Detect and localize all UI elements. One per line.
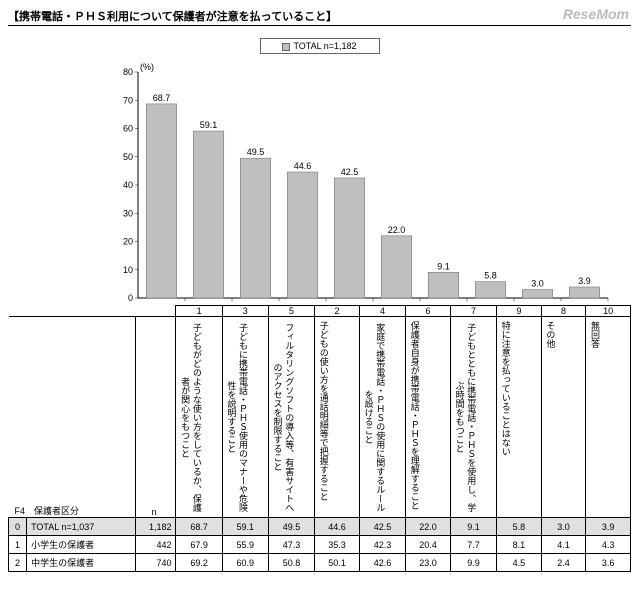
bar-value: 3.0 bbox=[531, 279, 544, 289]
col-id: 6 bbox=[406, 306, 451, 317]
col-id: 10 bbox=[586, 306, 631, 317]
svg-text:50: 50 bbox=[123, 152, 133, 162]
legend-swatch bbox=[282, 43, 290, 51]
row-n: 1,182 bbox=[136, 518, 176, 536]
n-header: n bbox=[136, 317, 176, 518]
col-label: 子どもとともに携帯電話・ＰＨＳを使用し、学ぶ時間をもつこと bbox=[450, 317, 496, 518]
cell-value: 50.1 bbox=[315, 554, 360, 572]
col-label: 子どもに携帯電話・ＰＨＳ使用のマナーや危険性を説明すること bbox=[222, 317, 268, 518]
bar-chart: (%) 0 10 20 30 40 50 60 70 80 68.7 59.1 49.5 44.6 42.5… bbox=[108, 58, 631, 306]
bar bbox=[287, 172, 318, 298]
cell-value: 20.4 bbox=[406, 536, 451, 554]
row-n: 442 bbox=[136, 536, 176, 554]
row-n: 740 bbox=[136, 554, 176, 572]
bar-value: 68.7 bbox=[153, 93, 171, 103]
page-title: 【携帯電話・ＰＨＳ利用について保護者が注意を払っていること】 bbox=[8, 8, 631, 26]
col-id: 3 bbox=[222, 306, 268, 317]
cell-value: 4.1 bbox=[541, 536, 586, 554]
bar-value: 5.8 bbox=[484, 271, 497, 281]
col-label: 子どもがどのような使い方をしているか、保護者が関心をもつこと bbox=[176, 317, 222, 518]
cell-value: 2.4 bbox=[541, 554, 586, 572]
bar bbox=[381, 236, 412, 298]
cell-value: 47.3 bbox=[268, 536, 314, 554]
cell-value: 68.7 bbox=[176, 518, 222, 536]
row-index: 1 bbox=[9, 536, 27, 554]
cell-value: 4.3 bbox=[586, 536, 631, 554]
bar-value: 3.9 bbox=[578, 276, 591, 286]
bar bbox=[475, 282, 506, 298]
bar-value: 9.1 bbox=[437, 261, 450, 271]
col-label: 保護者自身が携帯電話・ＰＨＳを理解すること bbox=[406, 317, 451, 518]
col-label: 特に注意を払っていることはない bbox=[497, 317, 542, 518]
col-id: 7 bbox=[450, 306, 496, 317]
cell-value: 22.0 bbox=[406, 518, 451, 536]
row-name: 中学生の保護者 bbox=[27, 554, 136, 572]
bar bbox=[240, 158, 271, 298]
svg-text:30: 30 bbox=[123, 208, 133, 218]
bar bbox=[193, 131, 224, 298]
bar-value: 59.1 bbox=[200, 120, 218, 130]
cell-value: 3.9 bbox=[586, 518, 631, 536]
stub bbox=[9, 306, 176, 317]
cell-value: 42.5 bbox=[359, 518, 405, 536]
watermark: ReseMom bbox=[563, 6, 629, 22]
cell-value: 4.5 bbox=[497, 554, 542, 572]
cell-value: 3.0 bbox=[541, 518, 586, 536]
col-id: 8 bbox=[541, 306, 586, 317]
bar-value: 42.5 bbox=[341, 167, 359, 177]
svg-text:(%): (%) bbox=[140, 62, 154, 72]
cell-value: 3.6 bbox=[586, 554, 631, 572]
col-label: その他 bbox=[541, 317, 586, 518]
cell-value: 55.9 bbox=[222, 536, 268, 554]
bar-value: 44.6 bbox=[294, 161, 312, 171]
cell-value: 60.9 bbox=[222, 554, 268, 572]
cell-value: 49.5 bbox=[268, 518, 314, 536]
col-id: 4 bbox=[359, 306, 405, 317]
svg-text:40: 40 bbox=[123, 180, 133, 190]
cell-value: 42.6 bbox=[359, 554, 405, 572]
bar-value: 22.0 bbox=[388, 225, 406, 235]
bar bbox=[334, 178, 365, 298]
svg-text:20: 20 bbox=[123, 237, 133, 247]
cell-value: 23.0 bbox=[406, 554, 451, 572]
cell-value: 69.2 bbox=[176, 554, 222, 572]
col-label: フィルタリングソフトの導入等、有害サイトへのアクセスを制限すること bbox=[268, 317, 314, 518]
legend-label: TOTAL n=1,182 bbox=[293, 41, 356, 51]
svg-text:70: 70 bbox=[123, 95, 133, 105]
cell-value: 5.8 bbox=[497, 518, 542, 536]
data-table: 13524679810F4 保護者区分n子どもがどのような使い方をしているか、保… bbox=[8, 305, 631, 572]
cell-value: 9.1 bbox=[450, 518, 496, 536]
cell-value: 8.1 bbox=[497, 536, 542, 554]
row-name: TOTAL n=1,037 bbox=[27, 518, 136, 536]
cell-value: 44.6 bbox=[315, 518, 360, 536]
col-id: 5 bbox=[268, 306, 314, 317]
svg-text:10: 10 bbox=[123, 265, 133, 275]
cell-value: 59.1 bbox=[222, 518, 268, 536]
cell-value: 9.9 bbox=[450, 554, 496, 572]
legend: TOTAL n=1,182 bbox=[260, 38, 380, 54]
col-id: 2 bbox=[315, 306, 360, 317]
bar bbox=[569, 287, 600, 298]
f4-label: F4 保護者区分 bbox=[9, 317, 136, 518]
cell-value: 50.8 bbox=[268, 554, 314, 572]
bar bbox=[522, 290, 553, 298]
bar bbox=[146, 104, 177, 298]
svg-text:60: 60 bbox=[123, 124, 133, 134]
col-id: 1 bbox=[176, 306, 222, 317]
row-name: 小学生の保護者 bbox=[27, 536, 136, 554]
cell-value: 7.7 bbox=[450, 536, 496, 554]
svg-text:80: 80 bbox=[123, 67, 133, 77]
cell-value: 35.3 bbox=[315, 536, 360, 554]
svg-text:0: 0 bbox=[128, 293, 133, 303]
bar-value: 49.5 bbox=[247, 147, 265, 157]
col-label: 子どもの使い方を通話明細等で把握すること bbox=[315, 317, 360, 518]
col-label: 家庭で携帯電話・ＰＨＳの使用に関するルールを設けること bbox=[359, 317, 405, 518]
col-label: 無回答 bbox=[586, 317, 631, 518]
row-index: 2 bbox=[9, 554, 27, 572]
row-index: 0 bbox=[9, 518, 27, 536]
cell-value: 67.9 bbox=[176, 536, 222, 554]
bar bbox=[428, 272, 459, 298]
cell-value: 42.3 bbox=[359, 536, 405, 554]
col-id: 9 bbox=[497, 306, 542, 317]
